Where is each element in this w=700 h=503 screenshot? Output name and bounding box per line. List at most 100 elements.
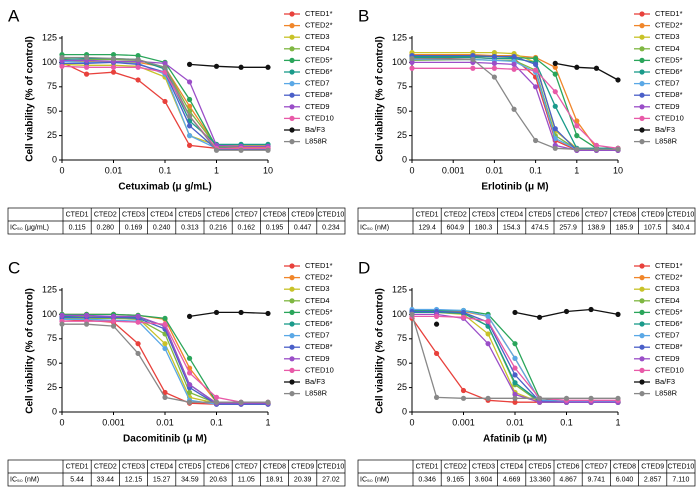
- table-cell: 340.4: [672, 224, 690, 231]
- data-point: [135, 341, 141, 347]
- legend-label: CTED10: [655, 365, 684, 374]
- legend-label: CTED4: [655, 296, 680, 305]
- legend-marker: [289, 391, 295, 397]
- data-point: [536, 399, 543, 405]
- x-tick-label: 1: [574, 165, 579, 175]
- x-axis-label: Afatinib (μ M): [483, 434, 547, 445]
- y-tick-label: 25: [47, 130, 57, 140]
- data-point: [162, 345, 168, 352]
- legend-marker: [289, 139, 295, 145]
- data-point: [213, 147, 220, 153]
- data-point: [110, 318, 117, 324]
- data-point: [186, 399, 193, 405]
- legend-label: CTED1*: [655, 9, 683, 18]
- data-point: [615, 311, 621, 317]
- legend-marker: [289, 69, 295, 75]
- y-tick-label: 75: [397, 333, 407, 343]
- table-header: CTED4: [500, 211, 523, 218]
- table-header: CTED8: [263, 463, 286, 470]
- table-cell: 6.040: [616, 476, 634, 483]
- panel-letter: C: [8, 258, 20, 277]
- data-point: [511, 53, 517, 60]
- y-tick-label: 125: [392, 284, 407, 294]
- table-header: CTED7: [235, 463, 258, 470]
- legend-marker: [639, 11, 645, 17]
- table-cell: 0.346: [418, 476, 436, 483]
- legend-label: CTED3: [305, 32, 330, 41]
- table-cell: 4.867: [559, 476, 577, 483]
- table-header: CTED10: [317, 463, 344, 470]
- data-point: [186, 370, 193, 376]
- data-point: [491, 60, 497, 66]
- y-tick-label: 125: [42, 284, 57, 294]
- legend-label: CTED5*: [305, 307, 333, 316]
- table-cell: 107.5: [644, 224, 662, 231]
- table-header: CTED1: [66, 211, 89, 218]
- data-point: [162, 315, 168, 321]
- x-tick-label: 0.1: [529, 165, 542, 175]
- data-point: [460, 387, 467, 394]
- table-cell: 0.115: [69, 224, 86, 231]
- data-point: [409, 65, 415, 71]
- table-cell: 20.39: [294, 476, 312, 483]
- legend-marker: [289, 367, 295, 373]
- table-cell: 34.59: [181, 476, 199, 483]
- table-header: CTED8: [613, 463, 636, 470]
- y-tick-label: 100: [42, 309, 57, 319]
- table-cell: 0.280: [97, 224, 115, 231]
- panel: D 0 25 50 75 100 125 0 0.001 0.01 0.1 1 Afatinib (μ …: [357, 258, 696, 487]
- table-cell: 0.169: [125, 224, 143, 231]
- data-point: [485, 313, 491, 319]
- data-point: [186, 389, 193, 396]
- legend-label: CTED8*: [305, 342, 333, 351]
- legend-marker: [289, 379, 295, 385]
- table-cell: 138.9: [588, 224, 606, 231]
- legend-label: CTED8*: [305, 90, 333, 99]
- legend-marker: [289, 34, 295, 40]
- data-point: [162, 60, 168, 66]
- legend-label: CTED2*: [655, 273, 683, 282]
- data-point: [186, 313, 193, 319]
- table-cell: 129.4: [418, 224, 436, 231]
- table-cell: 12.15: [125, 476, 143, 483]
- data-point: [162, 321, 168, 327]
- data-point: [265, 64, 271, 70]
- data-point: [512, 309, 518, 316]
- data-point: [536, 395, 543, 401]
- legend-label: CTED7: [655, 331, 680, 340]
- data-point: [552, 145, 558, 151]
- data-point: [409, 311, 415, 317]
- y-axis-label: Cell viability (% of control): [25, 288, 36, 414]
- table-header: CTED10: [667, 211, 694, 218]
- legend-marker: [639, 367, 645, 373]
- x-tick-label: 0.001: [102, 417, 125, 427]
- data-point: [574, 123, 580, 129]
- y-tick-label: 100: [392, 57, 407, 67]
- data-point: [110, 313, 117, 319]
- data-point: [593, 146, 600, 152]
- data-point: [491, 53, 497, 60]
- x-tick-label: 0: [59, 417, 64, 427]
- data-point: [110, 69, 117, 75]
- legend-marker: [639, 57, 645, 64]
- legend-marker: [289, 309, 295, 315]
- table-header: CTED5: [178, 211, 201, 218]
- data-point: [135, 52, 141, 59]
- data-point: [135, 77, 141, 83]
- legend-label: CTED1*: [655, 261, 683, 270]
- table-cell: 13.360: [529, 476, 551, 483]
- data-point: [533, 84, 539, 90]
- table-header: CTED3: [122, 463, 145, 470]
- legend-label: CTED4: [305, 44, 330, 53]
- panel: C 0 25 50 75 100 125 0 0.001 0.01 0.1 1 Dacomitinib …: [7, 258, 346, 487]
- data-point: [135, 313, 141, 319]
- legend-marker: [289, 23, 295, 29]
- data-point: [552, 60, 558, 66]
- legend-label: CTED1*: [305, 261, 333, 270]
- table-header: CTED10: [317, 211, 344, 218]
- y-tick-label: 0: [52, 406, 57, 416]
- y-tick-label: 125: [42, 32, 57, 42]
- x-tick-label: 0: [409, 165, 414, 175]
- y-tick-label: 100: [42, 57, 57, 67]
